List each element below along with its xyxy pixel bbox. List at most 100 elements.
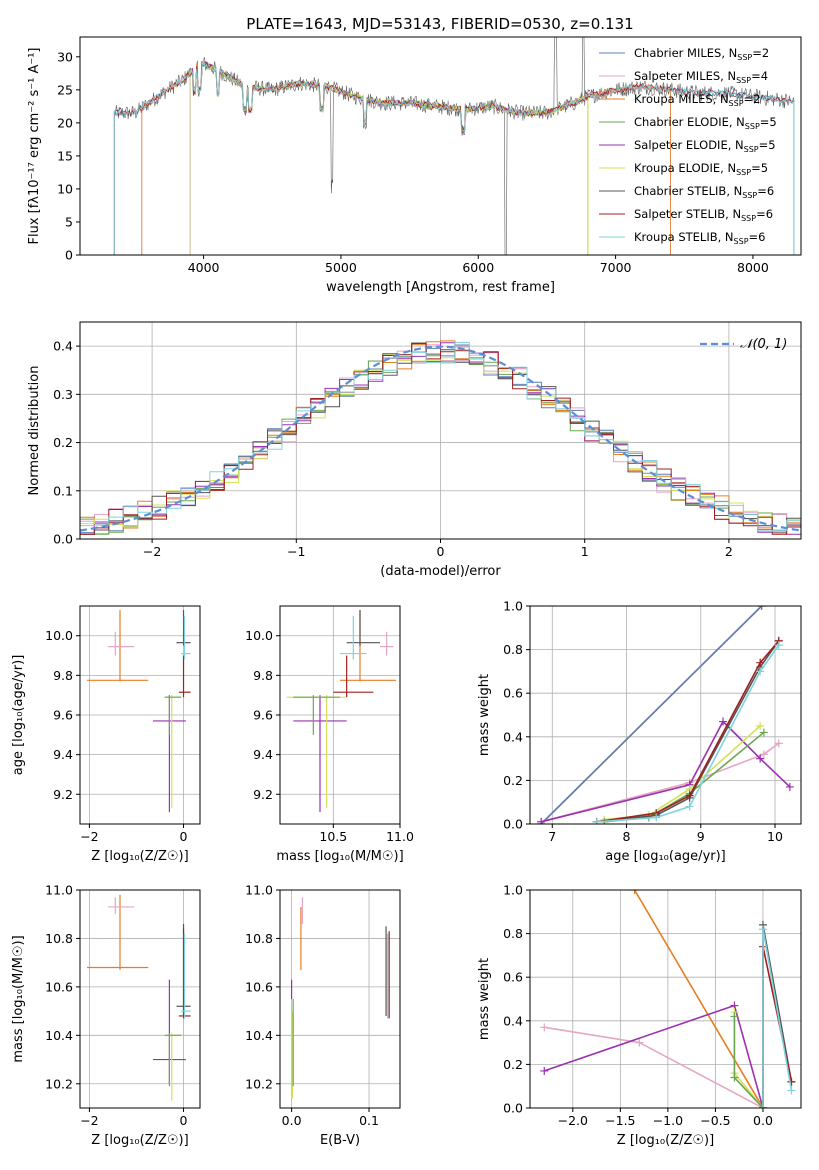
y-tick-label: 10.6 bbox=[245, 979, 273, 994]
x-tick-label: −2 bbox=[80, 829, 98, 844]
plot-area-mass-vs-EBV bbox=[291, 897, 390, 1099]
y-axis-label: age [log₁₀(age/yr)] bbox=[11, 655, 26, 776]
weight-line-salpeter-miles bbox=[540, 742, 780, 823]
weight-marker bbox=[774, 739, 783, 748]
weight-marker bbox=[540, 1023, 549, 1032]
y-tick-label: 30 bbox=[57, 49, 73, 64]
y-tick-label: 0.3 bbox=[53, 387, 73, 402]
axes-weight-vs-age: 7 8 9 10 0.0 0.2 0.4 0.6 0.8 1.0 age [log₁₀(age/yr… bbox=[477, 599, 802, 864]
weight-marker bbox=[759, 728, 768, 737]
x-tick-label: 0.0 bbox=[753, 1113, 773, 1128]
legend-subscript: SSP bbox=[741, 214, 756, 223]
x-tick-label: 8 bbox=[623, 829, 631, 844]
weight-marker bbox=[730, 1012, 739, 1021]
legend-subscript: SSP bbox=[742, 191, 757, 200]
axes-weight-vs-Z: −2.0 −1.5 −1.0 −0.5 0.0 0.0 0.2 0.4 0.6 0.8 1.0 Z [… bbox=[477, 883, 802, 1148]
legend-value: =6 bbox=[756, 207, 773, 221]
spectrum-line-chabrier-elodie bbox=[189, 61, 589, 255]
x-tick-label: 10.5 bbox=[319, 829, 347, 844]
y-tick-label: 10 bbox=[57, 181, 73, 196]
x-axis-label: Z [log₁₀(Z/Z☉)] bbox=[91, 849, 188, 864]
x-tick-label: 8000 bbox=[737, 260, 769, 275]
y-tick-label: 10.4 bbox=[45, 1028, 73, 1043]
x-tick-label: −1.5 bbox=[605, 1113, 635, 1128]
y-tick-label: 9.4 bbox=[53, 747, 73, 762]
y-tick-label: 10.4 bbox=[245, 1028, 273, 1043]
plot-area-age-vs-Z bbox=[87, 609, 191, 813]
x-tick-label: −2 bbox=[143, 544, 161, 559]
legend-subscript: SSP bbox=[744, 145, 759, 154]
weight-line-chabrier-miles bbox=[540, 606, 763, 824]
weight-marker bbox=[537, 817, 546, 824]
x-tick-label: 0 bbox=[180, 829, 188, 844]
y-tick-label: 0.8 bbox=[503, 926, 523, 941]
plot-area-weight-vs-Z bbox=[540, 890, 796, 1108]
y-tick-label: 10.0 bbox=[245, 628, 273, 643]
weight-marker bbox=[540, 1066, 549, 1075]
y-tick-label: 20 bbox=[57, 115, 73, 130]
legend-label: 𝒩(0, 1) bbox=[740, 337, 787, 352]
y-tick-label: 0.4 bbox=[53, 339, 73, 354]
legend-value: =5 bbox=[759, 138, 776, 152]
plot-area-weight-vs-age bbox=[537, 606, 794, 824]
axes-mass-vs-EBV: 0.0 0.1 10.2 10.4 10.6 10.8 11.0 E(B-V) bbox=[245, 883, 401, 1148]
x-axis-label: Z [log₁₀(Z/Z☉)] bbox=[617, 1133, 714, 1148]
axes-residual-histogram: −2 −1 0 1 2 0.0 0.1 0.2 0.3 0.4 (data-model)/error… bbox=[27, 321, 802, 579]
x-axis-label: wavelength [Angstrom, rest frame] bbox=[326, 280, 555, 295]
spectrum-line-chabrier-miles bbox=[113, 60, 795, 255]
y-tick-label: 11.0 bbox=[45, 883, 73, 898]
weight-marker bbox=[630, 890, 639, 894]
weight-marker bbox=[719, 717, 728, 726]
x-tick-label: 1 bbox=[581, 544, 589, 559]
weight-marker bbox=[756, 754, 765, 763]
legend-label: Chabrier MILES, NSSP=2 bbox=[634, 46, 769, 62]
axes-frame bbox=[79, 889, 201, 1109]
y-tick-label: 9.8 bbox=[53, 668, 73, 683]
y-tick-label: 0.4 bbox=[503, 1013, 523, 1028]
weight-marker bbox=[758, 1104, 767, 1108]
x-tick-label: −1.0 bbox=[653, 1113, 683, 1128]
x-axis-label: E(B-V) bbox=[320, 1133, 360, 1148]
y-tick-label: 0.4 bbox=[503, 729, 523, 744]
weight-line-salpeter-miles bbox=[544, 1026, 764, 1108]
legend-value: =6 bbox=[757, 184, 774, 198]
y-tick-label: 15 bbox=[57, 148, 73, 163]
y-tick-label: 10.8 bbox=[245, 931, 273, 946]
y-tick-label: 10.8 bbox=[45, 931, 73, 946]
weight-marker bbox=[774, 641, 783, 650]
y-axis-label: Flux [fλ10⁻¹⁷ erg cm⁻² s⁻¹ A⁻¹] bbox=[27, 48, 42, 245]
y-tick-label: 0.6 bbox=[503, 686, 523, 701]
y-tick-label: 0 bbox=[65, 248, 73, 263]
weight-marker bbox=[685, 791, 694, 800]
spectrum-legend: Chabrier MILES, NSSP=2 Salpeter MILES, NS… bbox=[599, 46, 777, 246]
weight-marker bbox=[756, 667, 765, 676]
y-axis-label: Normed distribution bbox=[27, 366, 42, 496]
x-tick-label: −2 bbox=[80, 1113, 98, 1128]
legend-label: Chabrier ELODIE, NSSP=5 bbox=[634, 115, 777, 131]
weight-marker bbox=[787, 1077, 796, 1086]
y-axis-label: mass weight bbox=[477, 674, 492, 756]
spectrum-line-kroupa-elodie bbox=[189, 62, 589, 255]
x-axis-label: Z [log₁₀(Z/Z☉)] bbox=[91, 1133, 188, 1148]
histogram-kroupa-stelib bbox=[80, 341, 801, 532]
y-axis-label: mass weight bbox=[477, 958, 492, 1040]
x-tick-label: −0.5 bbox=[700, 1113, 730, 1128]
x-tick-label: 10 bbox=[767, 829, 783, 844]
axes-frame bbox=[529, 605, 802, 825]
histogram-salpeter-stelib bbox=[80, 343, 801, 535]
axes-spectrum: 4000 5000 6000 7000 8000 0 5 10 15 20 25 30 waveleng… bbox=[27, 36, 802, 295]
weight-line-kroupa-elodie bbox=[604, 725, 761, 821]
y-tick-label: 0.0 bbox=[53, 532, 73, 547]
y-tick-label: 0.8 bbox=[503, 642, 523, 657]
legend-value: =6 bbox=[749, 230, 766, 244]
y-tick-label: 0.6 bbox=[503, 970, 523, 985]
y-tick-label: 1.0 bbox=[503, 599, 523, 614]
x-axis-label: mass [log₁₀(M/M☉)] bbox=[276, 849, 403, 864]
weight-marker bbox=[756, 658, 765, 667]
weight-marker bbox=[652, 813, 661, 822]
weight-marker bbox=[730, 1073, 739, 1082]
y-tick-label: 0.2 bbox=[503, 1057, 523, 1072]
axes-frame bbox=[79, 36, 802, 256]
legend-subscript: SSP bbox=[736, 168, 751, 177]
